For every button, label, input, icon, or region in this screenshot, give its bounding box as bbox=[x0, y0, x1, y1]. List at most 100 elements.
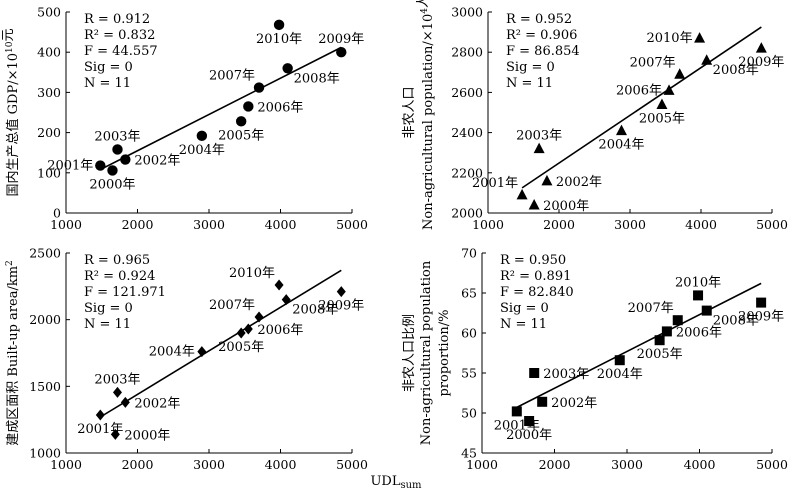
y-axis-title: Non-agricultural population/×104人 bbox=[416, 0, 436, 230]
data-label: 2004年 bbox=[598, 138, 644, 153]
data-label: 2002年 bbox=[556, 175, 602, 190]
data-label: 2005年 bbox=[637, 347, 683, 362]
data-label: 2009年 bbox=[318, 32, 364, 47]
x-tick-label: 4000 bbox=[265, 457, 297, 472]
data-point bbox=[755, 42, 767, 53]
y-tick-label: 60 bbox=[461, 326, 477, 341]
stat-r2: R² = 0.906 bbox=[506, 28, 577, 43]
data-point bbox=[533, 142, 545, 154]
data-label: 2010年 bbox=[675, 275, 721, 290]
stat-sig: Sig = 0 bbox=[506, 60, 555, 75]
stat-r: R = 0.952 bbox=[506, 12, 572, 27]
data-point bbox=[95, 160, 106, 171]
y-tick-label: 45 bbox=[461, 446, 477, 461]
y-tick-label: 300 bbox=[37, 85, 61, 100]
y-axis-title: Non-agricultural population bbox=[419, 260, 434, 445]
data-label: 2008年 bbox=[713, 63, 759, 78]
data-label: 2001年 bbox=[472, 176, 518, 191]
data-label: 2009年 bbox=[318, 299, 364, 314]
y-tick-label: 2400 bbox=[451, 125, 483, 140]
y-tick-label: 1000 bbox=[29, 446, 61, 461]
regression-line bbox=[99, 46, 342, 171]
data-point bbox=[674, 68, 686, 79]
stat-r: R = 0.912 bbox=[84, 12, 150, 27]
regression-line bbox=[521, 26, 762, 189]
y-tick-label: 2000 bbox=[29, 312, 61, 327]
x-tick-label: 1000 bbox=[466, 457, 498, 472]
y-tick-label: 2800 bbox=[451, 45, 483, 60]
x-tick-label: 2000 bbox=[539, 457, 571, 472]
data-label: 2009年 bbox=[738, 55, 784, 70]
x-tick-label: 4000 bbox=[685, 217, 717, 232]
y-tick-label: 70 bbox=[461, 246, 477, 261]
y-tick-label: 100 bbox=[37, 165, 61, 180]
data-label: 2005年 bbox=[218, 340, 264, 355]
stat-f: F = 121.971 bbox=[84, 285, 166, 300]
data-point bbox=[693, 290, 704, 301]
y-axis-title: 国内生产总值 GDP/×1010元 bbox=[1, 29, 21, 197]
y-tick-label: 3000 bbox=[451, 5, 483, 20]
data-label: 2006年 bbox=[676, 325, 722, 340]
data-label: 2006年 bbox=[257, 323, 303, 338]
data-point bbox=[701, 54, 713, 65]
data-label: 2000年 bbox=[124, 428, 170, 443]
data-point bbox=[236, 327, 246, 339]
data-label: 2000年 bbox=[543, 199, 589, 214]
data-point bbox=[197, 346, 207, 358]
stat-sig: Sig = 0 bbox=[500, 301, 549, 316]
data-label: 2004年 bbox=[179, 143, 225, 158]
regression-line bbox=[99, 269, 342, 418]
x-tick-label: 3000 bbox=[611, 457, 643, 472]
data-label: 2003年 bbox=[543, 367, 589, 382]
stat-n: N = 11 bbox=[84, 76, 131, 91]
data-label: 2007年 bbox=[209, 298, 255, 313]
data-point bbox=[336, 286, 346, 298]
x-tick-label: 5000 bbox=[756, 217, 788, 232]
y-tick-label: 1500 bbox=[29, 379, 61, 394]
data-label: 2002年 bbox=[551, 396, 597, 411]
x-tick-label: 2000 bbox=[543, 217, 575, 232]
data-label: 2003年 bbox=[94, 129, 140, 144]
stat-sig: Sig = 0 bbox=[84, 60, 133, 75]
y-axis-title: 非农人口 bbox=[402, 86, 417, 138]
x-tick-label: 2000 bbox=[122, 217, 154, 232]
data-label: 2006年 bbox=[257, 100, 303, 115]
data-point bbox=[274, 279, 284, 291]
y-tick-label: 2000 bbox=[451, 206, 483, 221]
data-label: 2006年 bbox=[616, 83, 662, 98]
x-tick-label: 3000 bbox=[614, 217, 646, 232]
data-label: 2003年 bbox=[94, 372, 140, 387]
y-tick-label: 500 bbox=[37, 5, 61, 20]
data-label: 2007年 bbox=[628, 301, 674, 316]
stat-r2: R² = 0.891 bbox=[500, 269, 571, 284]
data-point bbox=[672, 315, 683, 326]
data-point bbox=[541, 174, 553, 186]
data-label: 2000年 bbox=[89, 177, 135, 192]
x-tick-label: 5000 bbox=[336, 457, 368, 472]
data-point bbox=[614, 355, 625, 366]
chart-panel-pop: 1000 2000 3000 4000 500020002200240026002800… bbox=[402, 0, 788, 232]
data-point bbox=[336, 47, 347, 58]
chart-panel-prop: 1000 2000 3000 4000 5000 45 50 55 60 65 70 非农人口比例 No… bbox=[402, 246, 788, 473]
x-tick-label: 2000 bbox=[122, 457, 154, 472]
y-axis-title: proportion/% bbox=[437, 309, 452, 396]
stat-sig: Sig = 0 bbox=[84, 301, 133, 316]
data-label: 2008年 bbox=[713, 314, 759, 329]
x-tick-label: 1000 bbox=[50, 457, 82, 472]
y-tick-label: 400 bbox=[37, 45, 61, 60]
data-label: 2009年 bbox=[738, 310, 784, 325]
data-label: 2010年 bbox=[646, 31, 692, 46]
y-tick-label: 200 bbox=[37, 125, 61, 140]
x-tick-label: 3000 bbox=[193, 457, 225, 472]
data-point bbox=[529, 368, 540, 378]
stat-n: N = 11 bbox=[506, 76, 553, 91]
y-tick-label: 0 bbox=[53, 206, 61, 221]
x-tick-label: 3000 bbox=[193, 217, 225, 232]
data-point bbox=[511, 406, 522, 417]
y-tick-label: 2600 bbox=[451, 85, 483, 100]
data-point bbox=[281, 294, 291, 306]
data-point bbox=[615, 124, 627, 136]
stat-n: N = 11 bbox=[500, 317, 547, 332]
data-point bbox=[282, 63, 293, 74]
